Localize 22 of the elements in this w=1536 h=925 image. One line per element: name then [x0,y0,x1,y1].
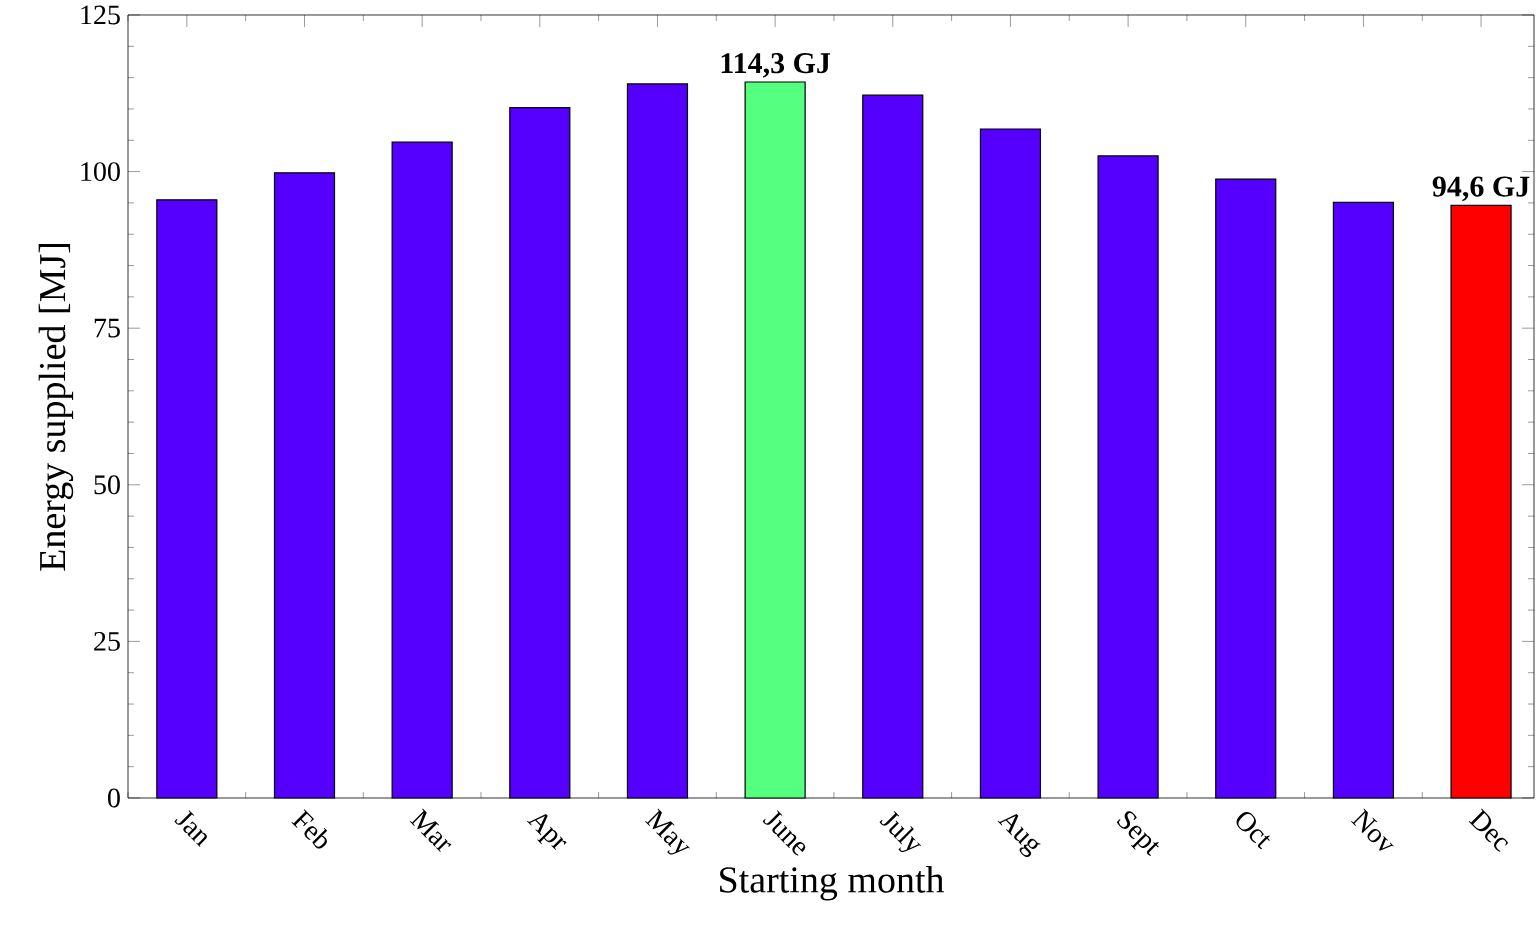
x-tick-label: Dec [1468,808,1509,852]
x-tick-label: Mar [409,808,452,853]
y-tick-label: 50 [94,475,120,495]
x-tick-label: Oct [1236,812,1270,850]
x-tick-label: Feb [291,809,328,849]
data-label: 114,3 GJ [721,53,831,78]
y-tick-label: 75 [94,318,120,338]
x-tick-label: June [762,810,806,856]
x-tick-label: Jan [174,810,207,848]
x-tick-label: Apr [526,814,567,850]
x-tick-label: Nov [1351,808,1394,851]
y-axis-title: Energy supplied [MJ] [38,244,74,571]
data-label: 94,6 GJ [1432,176,1530,202]
y-tick-label: 0 [108,788,120,808]
y-tick-label: 25 [94,631,120,651]
x-tick-label: Aug [997,814,1041,857]
x-tick-label: Sept [1116,811,1159,856]
x-axis-title: Starting month [720,866,945,901]
x-tick-label: May [645,808,690,855]
y-tick-label: 125 [81,5,120,25]
x-tick-label: July [879,811,922,853]
y-tick-label: 100 [81,162,120,182]
